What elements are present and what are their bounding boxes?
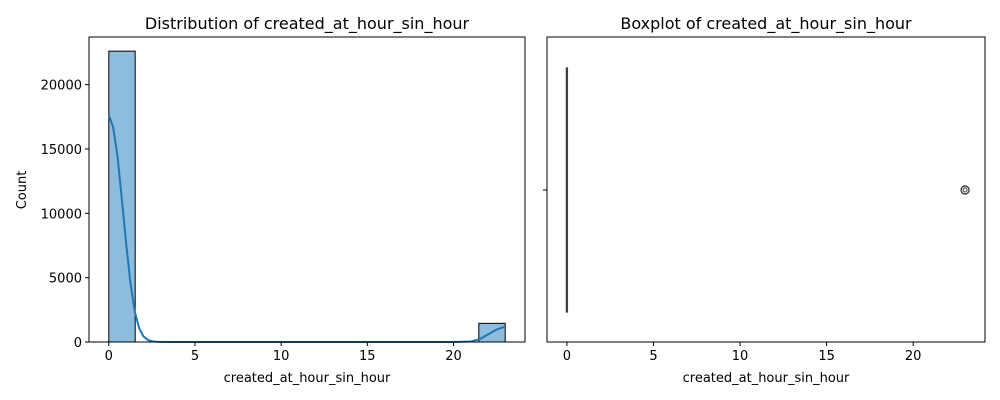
- histogram-y-tick-label: 5000: [49, 272, 82, 287]
- histogram-axes-frame: [88, 36, 526, 343]
- histogram-y-tick-label: 15000: [41, 143, 82, 158]
- boxplot-title: Boxplot of created_at_hour_sin_hour: [620, 14, 912, 34]
- boxplot-outlier-overlap: [962, 187, 968, 193]
- boxplot-x-tick-label: 0: [563, 349, 571, 364]
- histogram-y-axis-label: Count: [15, 171, 30, 210]
- boxplot-panel: Boxplot of created_at_hour_sin_hour 0 5 10…: [543, 14, 986, 386]
- boxplot-x-tick-label: 15: [818, 349, 835, 364]
- histogram-y-tick-label: 20000: [41, 79, 82, 94]
- boxplot-x-tick-label: 20: [905, 349, 922, 364]
- boxplot-x-axis-label: created_at_hour_sin_hour: [683, 371, 850, 386]
- histogram-x-tick-label: 10: [273, 349, 290, 364]
- histogram-title: Distribution of created_at_hour_sin_hour: [145, 14, 470, 34]
- boxplot-x-ticks: 0 5 10 15 20: [563, 342, 922, 364]
- histogram-x-axis-label: created_at_hour_sin_hour: [224, 371, 391, 386]
- histogram-y-tick-label: 0: [74, 336, 82, 351]
- histogram-y-ticks: 0 5000 10000 15000 20000: [41, 79, 89, 351]
- histogram-x-tick-label: 5: [191, 349, 199, 364]
- boxplot-outlier: [960, 185, 970, 195]
- histogram-x-tick-label: 20: [445, 349, 462, 364]
- histogram-x-tick-label: 15: [359, 349, 376, 364]
- histogram-panel: Distribution of created_at_hour_sin_hour…: [15, 14, 526, 386]
- boxplot-x-tick-label: 10: [732, 349, 749, 364]
- boxplot-x-tick-label: 5: [649, 349, 657, 364]
- boxplot-axes-frame: [546, 36, 986, 343]
- histogram-y-tick-label: 10000: [41, 207, 82, 222]
- boxplot-elements: [565, 67, 970, 313]
- kde-curve: [107, 114, 506, 343]
- histogram-bars: [108, 50, 506, 343]
- histogram-x-tick-label: 0: [105, 349, 113, 364]
- histogram-x-ticks: 0 5 10 15 20: [105, 342, 462, 364]
